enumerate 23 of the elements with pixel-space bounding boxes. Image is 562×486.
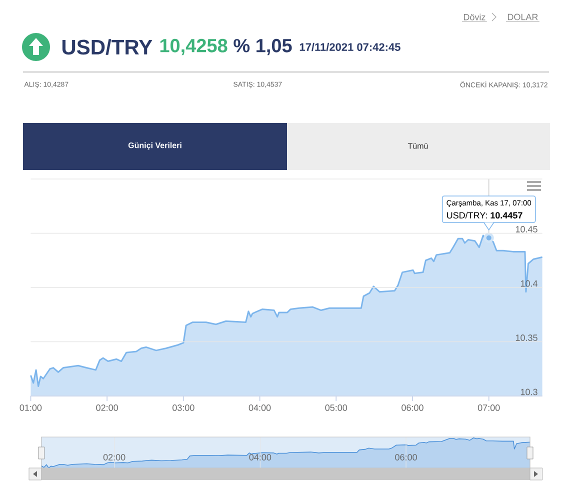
y-tick-label: 10.3 xyxy=(520,388,538,396)
x-tick-label: 07:00 xyxy=(478,404,500,411)
x-tick-label: 01:00 xyxy=(20,404,42,411)
text: % 1,05 xyxy=(234,38,292,56)
text: Güniçi Verileri xyxy=(128,142,182,150)
x-tick-label: 03:00 xyxy=(172,404,194,411)
x-tick-label: 04:00 xyxy=(248,404,271,411)
x-tick-label: 06:00 xyxy=(395,454,417,460)
x-tick-label: 02:00 xyxy=(96,404,118,411)
text: DOLAR xyxy=(508,14,538,20)
text: Döviz xyxy=(464,14,486,20)
text: 17/11/2021 07:42:45 xyxy=(300,42,400,52)
y-tick-label: 10.4 xyxy=(520,280,538,287)
chart-title: USD/TRY xyxy=(62,39,152,55)
text: Tümü xyxy=(408,143,428,149)
text: 10,4258 xyxy=(160,38,228,56)
x-tick-label: 05:00 xyxy=(325,404,348,411)
x-tick-label: 06:00 xyxy=(402,404,424,411)
y-tick-label: 10.35 xyxy=(516,334,538,341)
y-tick-label: 10.45 xyxy=(516,226,538,232)
x-tick-label: 02:00 xyxy=(103,454,126,460)
annotation: USD/TRY: 10.4457 xyxy=(447,212,522,219)
x-tick-label: 04:00 xyxy=(249,454,272,460)
